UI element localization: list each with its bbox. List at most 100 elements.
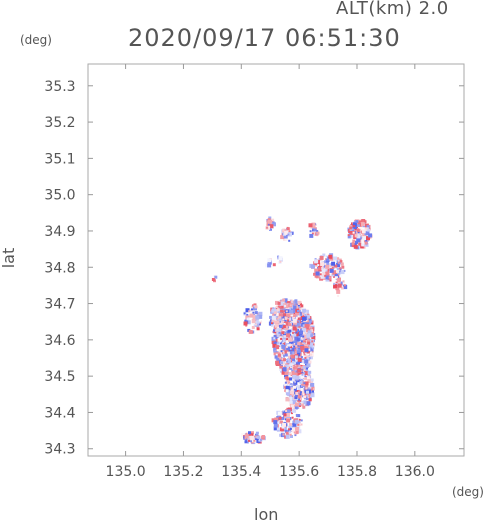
echo-cell [309, 386, 312, 389]
echo-cell [332, 270, 337, 275]
echo-cell [271, 322, 273, 324]
echo-cell [316, 231, 320, 235]
echo-cell [336, 267, 340, 271]
echo-cell [326, 258, 330, 262]
echo-cell [368, 233, 373, 238]
echo-cell [291, 383, 294, 386]
echo-cell [286, 333, 291, 338]
echo-cell [338, 281, 343, 286]
echo-cell [306, 352, 310, 356]
echo-cell [295, 311, 299, 316]
echo-cell [243, 312, 246, 315]
echo-cell [290, 360, 293, 363]
echo-cell [297, 317, 300, 320]
echo-cell [332, 272, 335, 275]
echo-cell [291, 378, 295, 382]
echo-cell [357, 233, 360, 236]
echo-cell [279, 433, 283, 437]
echo-cell [335, 265, 340, 270]
echo-cell [303, 400, 308, 405]
echo-cell [284, 364, 288, 368]
echo-cell [331, 266, 334, 269]
echo-cell [287, 319, 290, 322]
echo-cell [295, 426, 299, 431]
echo-cell [297, 393, 302, 398]
echo-cell [308, 398, 312, 402]
echo-cell [323, 266, 326, 268]
echo-cell [280, 370, 283, 373]
echo-cell [272, 222, 276, 227]
echo-cell [298, 372, 302, 376]
echo-cell [300, 304, 304, 308]
echo-cell [278, 328, 282, 332]
echo-cell [281, 331, 285, 335]
echo-cell [267, 218, 271, 222]
echo-cell [292, 400, 297, 405]
echo-cell [284, 230, 289, 235]
echo-cell [291, 394, 294, 397]
echo-cell [304, 366, 308, 371]
echo-cell [285, 410, 288, 412]
echo-cell [306, 339, 310, 343]
echo-cell [288, 366, 291, 369]
echo-cell [288, 239, 291, 242]
echo-cell [286, 407, 289, 410]
echo-cell [278, 416, 282, 420]
echo-cell [302, 365, 306, 369]
echo-cell [366, 225, 370, 229]
echo-cell [301, 380, 304, 383]
plot-frame [87, 63, 465, 457]
echo-cell [305, 356, 309, 361]
echo-cell [275, 312, 279, 316]
echo-cell [286, 346, 291, 351]
echo-cell [314, 273, 319, 278]
echo-cell [291, 427, 296, 432]
echo-cell [300, 374, 305, 379]
echo-cell [280, 330, 283, 333]
echo-cell [280, 429, 284, 433]
echo-cell [292, 351, 295, 354]
echo-cell [286, 364, 290, 368]
echo-cell [298, 398, 300, 401]
echo-cell [248, 439, 250, 442]
echo-cell [251, 305, 254, 308]
echo-cell [300, 398, 302, 401]
echo-cell [254, 305, 258, 309]
chart-title-timestamp: 2020/09/17 06:51:30 [128, 24, 401, 52]
echo-cell [295, 314, 298, 317]
echo-cell [300, 423, 303, 426]
echo-cell [288, 396, 292, 401]
echo-cell [294, 434, 297, 437]
echo-cell [354, 243, 357, 247]
echo-cell [302, 334, 307, 339]
echo-cell [287, 428, 290, 431]
echo-cell [357, 228, 360, 230]
echo-cell [305, 398, 308, 400]
echo-cell [293, 360, 296, 363]
echo-cell [290, 231, 294, 235]
echo-cell [308, 357, 311, 360]
echo-cell [273, 347, 277, 351]
echo-cell [244, 434, 249, 439]
echo-cell [325, 271, 330, 276]
echo-cell [275, 345, 280, 350]
echo-cell [283, 323, 286, 325]
x-tick-label: 136.0 [395, 464, 435, 480]
echo-cell [275, 347, 279, 351]
echo-cell [303, 338, 307, 342]
echo-cell [361, 227, 366, 232]
echo-cell [245, 308, 250, 313]
echo-cell [253, 439, 256, 442]
echo-cell [292, 331, 294, 334]
echo-cell [333, 282, 336, 285]
echo-cell [308, 387, 311, 390]
echo-cell [307, 398, 310, 401]
echo-cell [299, 380, 303, 384]
echo-cell [325, 264, 330, 269]
echo-cell [290, 336, 292, 339]
echo-cell [290, 435, 293, 438]
echo-cell [314, 259, 319, 264]
echo-cell [349, 235, 353, 239]
echo-cell [244, 440, 248, 444]
